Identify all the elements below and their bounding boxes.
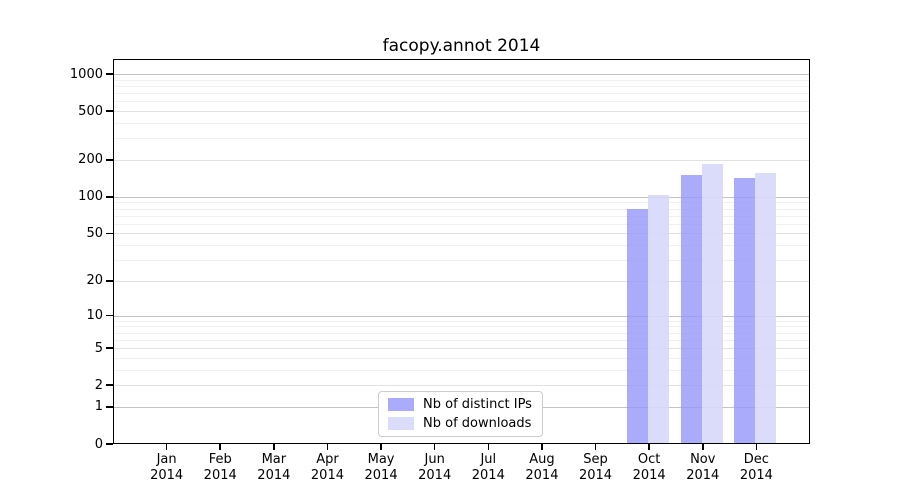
x-tick-label: Apr 2014 [299, 452, 355, 484]
x-tick-month: Oct [637, 452, 661, 467]
y-tick-label: 1000 [69, 66, 103, 82]
gridline-minor [113, 93, 810, 95]
y-tick-label: 100 [78, 189, 103, 205]
x-tick-mark [219, 444, 222, 450]
gridline-minor [113, 159, 810, 161]
x-tick-label: Jan 2014 [139, 452, 195, 484]
x-tick-year: 2014 [257, 468, 291, 483]
chart-title: facopy.annot 2014 [382, 36, 541, 56]
x-tick-mark [273, 444, 275, 450]
x-tick-year: 2014 [150, 468, 184, 483]
y-tick-label: 10 [86, 308, 103, 324]
x-tick-month: Jan [156, 452, 177, 467]
x-tick-mark [380, 444, 382, 450]
x-tick-label: Mar 2014 [246, 452, 302, 484]
y-tick-mark [106, 443, 113, 445]
x-tick-year: 2014 [525, 468, 559, 483]
x-tick-year: 2014 [632, 468, 666, 483]
legend-swatch-distinct-ips-icon [388, 398, 414, 412]
x-tick-label: Nov 2014 [675, 452, 731, 484]
x-tick-month: Jul [480, 452, 497, 467]
x-tick-mark [541, 444, 543, 450]
x-tick-month: Jun [424, 452, 445, 467]
x-tick-label: Jun 2014 [407, 452, 463, 484]
legend-swatch-downloads-icon [388, 416, 414, 430]
x-tick-month: Nov [690, 452, 716, 467]
y-tick-label: 0 [94, 436, 103, 452]
y-tick-mark [106, 347, 113, 349]
gridline-minor [113, 85, 810, 87]
x-tick-year: 2014 [364, 468, 398, 483]
x-tick-mark [165, 444, 168, 450]
bar-distinct-ips [734, 178, 756, 444]
legend: Nb of distinct IPs Nb of downloads [378, 391, 543, 437]
y-tick-mark [106, 196, 113, 198]
gridline-major [113, 74, 810, 75]
y-tick-label: 200 [78, 152, 103, 168]
legend-item-downloads: Nb of downloads [379, 416, 542, 431]
x-tick-year: 2014 [739, 468, 773, 483]
x-tick-label: Dec 2014 [728, 452, 784, 484]
x-tick-month: Dec [743, 452, 769, 467]
y-tick-mark [106, 232, 113, 235]
x-tick-year: 2014 [418, 468, 452, 483]
x-tick-mark [487, 444, 490, 450]
gridline-minor [113, 101, 810, 103]
x-tick-month: Apr [316, 452, 339, 467]
gridline-minor [113, 79, 810, 81]
x-tick-year: 2014 [578, 468, 613, 483]
x-tick-mark [648, 444, 650, 450]
legend-label-downloads: Nb of downloads [423, 415, 532, 431]
x-tick-month: Sep [583, 452, 608, 467]
x-tick-mark [433, 444, 436, 450]
x-tick-label: Oct 2014 [621, 452, 677, 484]
x-tick-month: Mar [261, 452, 287, 467]
y-tick-label: 5 [94, 340, 103, 356]
x-tick-year: 2014 [203, 468, 237, 483]
y-tick-label: 500 [78, 103, 103, 119]
x-tick-year: 2014 [471, 468, 505, 483]
x-tick-mark [755, 444, 758, 450]
x-tick-label: Aug 2014 [514, 452, 570, 484]
gridline-minor [113, 138, 810, 140]
y-tick-label: 20 [86, 273, 103, 289]
x-tick-mark [701, 444, 704, 450]
y-tick-label: 2 [94, 377, 103, 393]
x-tick-year: 2014 [310, 468, 344, 483]
x-tick-label: Sep 2014 [568, 452, 624, 484]
y-tick-mark [106, 110, 113, 112]
x-tick-month: Feb [208, 452, 232, 467]
x-tick-label: Feb 2014 [192, 452, 248, 484]
gridline-minor [113, 122, 810, 124]
x-tick-month: May [367, 452, 395, 467]
y-tick-mark [106, 314, 113, 317]
bar-downloads [648, 195, 670, 444]
x-tick-mark [326, 444, 329, 450]
gridline-minor [113, 111, 810, 113]
x-tick-month: Aug [529, 452, 555, 467]
y-tick-label: 50 [86, 225, 103, 241]
legend-item-distinct-ips: Nb of distinct IPs [379, 397, 542, 412]
y-tick-mark [106, 159, 113, 161]
x-tick-label: Jul 2014 [460, 452, 516, 484]
bar-distinct-ips [627, 208, 649, 444]
bar-distinct-ips [680, 174, 702, 444]
x-tick-year: 2014 [686, 468, 720, 483]
x-tick-mark [594, 444, 597, 450]
x-tick-label: May 2014 [353, 452, 409, 484]
legend-label-distinct-ips: Nb of distinct IPs [423, 397, 532, 413]
y-tick-mark [106, 280, 113, 282]
bar-downloads [701, 164, 723, 444]
y-tick-label: 1 [94, 399, 103, 415]
bar-downloads [755, 173, 777, 444]
y-tick-mark [106, 73, 113, 75]
y-tick-mark [106, 384, 113, 386]
y-tick-mark [106, 406, 113, 408]
